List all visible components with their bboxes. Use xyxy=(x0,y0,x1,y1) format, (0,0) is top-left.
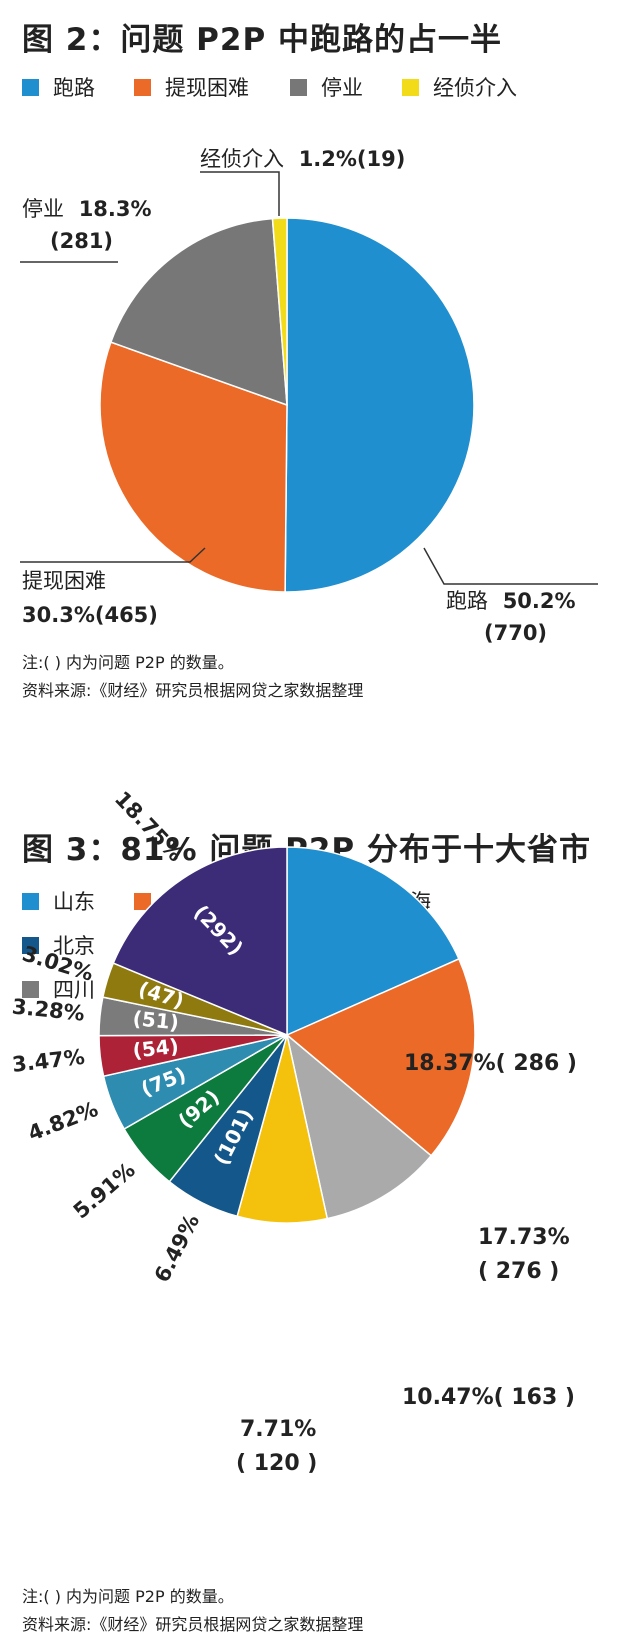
figure-3-pie-chart: (101)(92)(75)(54)(51)(47)(292) 18.37%( 2… xyxy=(11,787,577,1476)
label-zhejiang: 10.47%( 163 ) xyxy=(402,1385,575,1410)
slice-percent-label: 4.82% xyxy=(25,1097,102,1146)
slice-count-label: (51) xyxy=(132,1006,180,1034)
legend-item-tingye: 停业 xyxy=(290,72,363,102)
label-jingzhen: 经侦介入 1.2%(19) xyxy=(200,147,405,171)
legend-label: 提现困难 xyxy=(165,76,249,100)
legend-swatch xyxy=(134,78,151,96)
figure-3-source: 资料来源:《财经》研究员根据网贷之家数据整理 xyxy=(22,1615,364,1634)
slice-percent-label: 3.47% xyxy=(11,1045,86,1077)
legend-item-sichuan: 四川 xyxy=(22,974,95,1004)
slice-percent-label: 6.49% xyxy=(150,1210,205,1286)
legend-swatch xyxy=(22,78,39,96)
figure-3: 图 3：81% 问题 P2P 分布于十大省市 山东 广东 浙江 上海 北京 江苏… xyxy=(0,787,634,1649)
legend-label: 跑路 xyxy=(53,76,95,100)
legend-swatch xyxy=(290,78,307,96)
legend-swatch xyxy=(22,980,39,998)
leader-line-paolu xyxy=(423,547,598,585)
label-shandong: 18.37%( 286 ) xyxy=(404,1051,577,1076)
leader-line-jingzhen xyxy=(200,171,280,216)
slice-percent-label: 3.02% xyxy=(19,942,96,986)
figure-2: 图 2：问题 P2P 中跑路的占一半 跑路 提现困难 停业 经侦介入 经侦介入 … xyxy=(0,0,634,720)
legend-label: 停业 xyxy=(321,76,363,100)
pie-slice-qita xyxy=(112,846,288,1037)
leader-line-tixian xyxy=(20,547,206,563)
label-guangdong-pct: 17.73% xyxy=(478,1225,570,1250)
label-tixian-name: 提现困难 xyxy=(22,569,106,593)
pie-slice-tingye xyxy=(109,217,288,407)
legend-item-paolu: 跑路 xyxy=(22,72,95,102)
legend-item-beijing: 北京 xyxy=(22,930,95,960)
figure-2-source: 资料来源:《财经》研究员根据网贷之家数据整理 xyxy=(22,681,364,700)
pie-slice-paolu xyxy=(284,217,475,593)
label-guangdong-count: ( 276 ) xyxy=(478,1259,559,1284)
legend-swatch xyxy=(22,892,39,910)
legend-swatch xyxy=(22,936,39,954)
pie-slice-jingzhen xyxy=(271,217,288,406)
legend-label: 经侦介入 xyxy=(433,76,517,100)
label-value: 18.3% xyxy=(79,197,152,221)
label-shanghai-pct: 7.71% xyxy=(240,1417,316,1442)
label-name: 跑路 xyxy=(446,589,488,613)
slice-count-label: (54) xyxy=(131,1034,180,1063)
figure-3-note: 注:( ) 内为问题 P2P 的数量。 xyxy=(22,1587,234,1606)
pie-slice-tixian xyxy=(99,341,288,593)
slice-percent-label: 3.28% xyxy=(11,995,86,1026)
label-tingye: 停业 18.3% xyxy=(22,197,152,221)
legend-item-jingzhen: 经侦介入 xyxy=(402,72,517,102)
slice-percent-label: 5.91% xyxy=(69,1158,140,1224)
label-paolu: 跑路 50.2% xyxy=(446,589,576,613)
label-tingye-count: (281) xyxy=(50,229,113,253)
label-shanghai-count: ( 120 ) xyxy=(236,1451,317,1476)
legend-swatch xyxy=(402,78,419,96)
legend-label: 山东 xyxy=(53,890,95,914)
pie-slice-guangdong xyxy=(285,957,476,1157)
figure-2-pie-chart: 经侦介入 1.2%(19) 停业 18.3% (281) 提现困难 30.3%(… xyxy=(20,147,598,645)
legend-label: 北京 xyxy=(53,934,95,958)
label-value: 50.2% xyxy=(503,589,576,613)
legend-swatch xyxy=(134,892,151,910)
figure-2-note: 注:( ) 内为问题 P2P 的数量。 xyxy=(22,653,234,672)
figure-2-title: 图 2：问题 P2P 中跑路的占一半 xyxy=(22,22,502,58)
label-name: 经侦介入 xyxy=(200,147,284,171)
label-value: 1.2%(19) xyxy=(299,147,406,171)
pie-slice-shandong xyxy=(286,846,460,1037)
legend-item-shandong: 山东 xyxy=(22,886,95,916)
label-name: 停业 xyxy=(22,197,64,221)
label-tixian-value: 30.3%(465) xyxy=(22,603,158,627)
legend-item-tixian: 提现困难 xyxy=(134,72,249,102)
pie-slice-zhejiang xyxy=(285,1033,433,1220)
legend-label: 四川 xyxy=(53,978,95,1002)
slice-percent-label: 18.75% xyxy=(110,787,188,867)
label-paolu-count: (770) xyxy=(484,621,547,645)
